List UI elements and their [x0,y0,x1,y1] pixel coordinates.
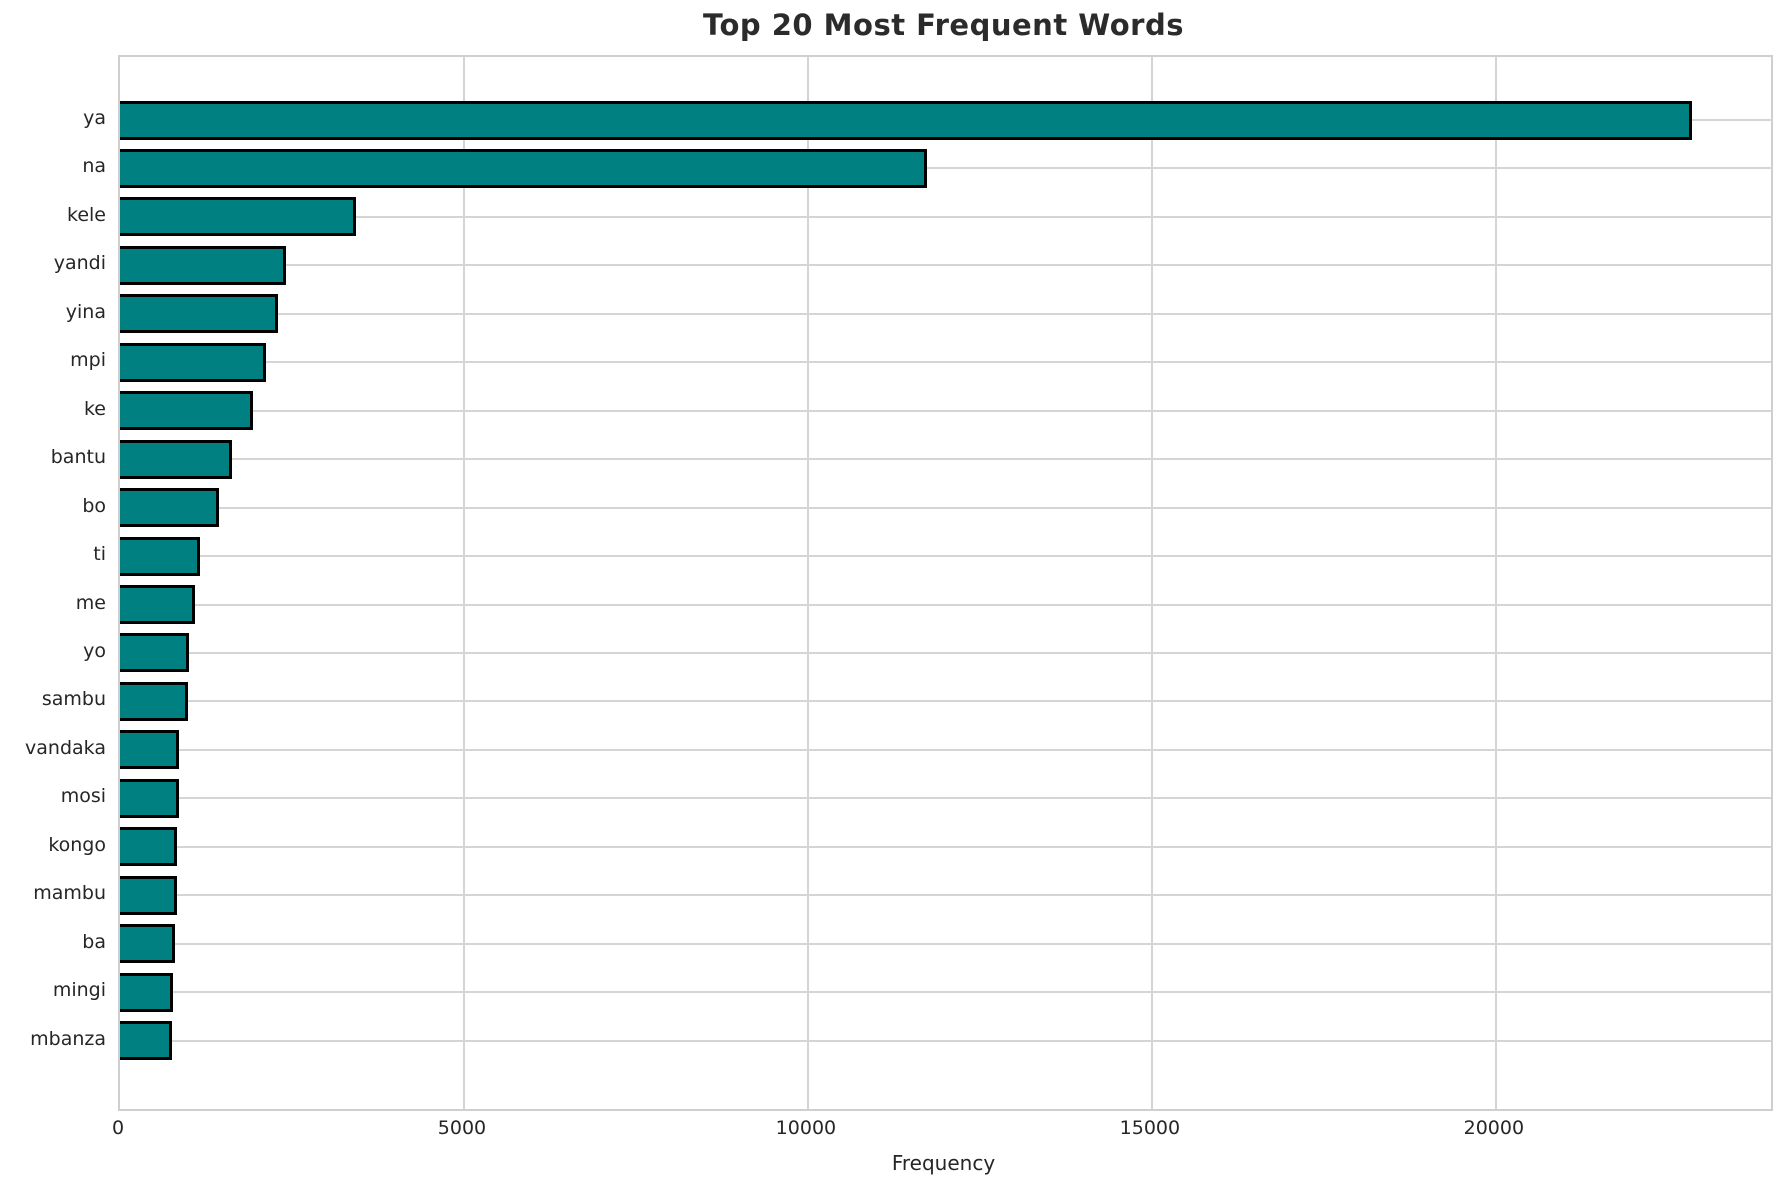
ytick-label-na: na [82,155,106,178]
gridline-y-ti [120,555,1771,558]
bar-kongo [120,827,178,867]
gridline-y-ke [120,409,1771,412]
ytick-label-sambu: sambu [41,688,106,711]
gridline-y-yina [120,312,1771,315]
ytick-label-mbanza: mbanza [30,1027,106,1050]
ytick-label-vandaka: vandaka [25,736,106,759]
ytick-label-yandi: yandi [53,252,106,275]
xtick-label-15000: 15000 [1119,1117,1181,1139]
gridline-y-ba [120,942,1771,945]
bar-mbanza [120,1021,172,1061]
bar-mpi [120,342,266,382]
bar-vandaka [120,730,180,770]
xtick-label-5000: 5000 [437,1117,487,1139]
bar-yo [120,633,190,673]
gridline-y-vandaka [120,748,1771,751]
gridline-x-10000 [806,57,809,1109]
gridline-x-20000 [1494,57,1497,1109]
gridline-y-sambu [120,700,1771,703]
ytick-label-kele: kele [67,203,106,226]
gridline-y-yandi [120,264,1771,267]
bar-ke [120,391,254,431]
bar-sambu [120,681,189,721]
xtick-label-10000: 10000 [775,1117,837,1139]
ytick-label-mosi: mosi [60,785,106,808]
bar-na [120,148,927,188]
x-axis-label: Frequency [891,1151,996,1175]
gridline-y-kele [120,215,1771,218]
gridline-y-na [120,167,1771,170]
ytick-label-yina: yina [65,300,106,323]
chart-title: Top 20 Most Frequent Words [703,8,1184,42]
bar-yina [120,294,278,334]
bar-mambu [120,875,177,915]
ytick-label-ti: ti [93,543,106,566]
bar-mosi [120,778,179,818]
ytick-label-me: me [75,591,106,614]
gridline-y-mpi [120,361,1771,364]
gridline-y-mbanza [120,1039,1771,1042]
gridline-y-yo [120,651,1771,654]
gridline-y-mambu [120,894,1771,897]
gridline-x-5000 [462,57,465,1109]
bar-kele [120,197,356,237]
gridline-y-bantu [120,458,1771,461]
bar-ya [120,100,1692,140]
gridline-x-15000 [1150,57,1153,1109]
ytick-label-bo: bo [82,494,106,517]
gridline-y-mingi [120,991,1771,994]
gridline-y-bo [120,506,1771,509]
plot-area [118,55,1773,1111]
ytick-label-kongo: kongo [48,833,106,856]
ytick-label-bantu: bantu [50,446,106,469]
ytick-label-mambu: mambu [33,882,106,905]
ytick-label-mingi: mingi [52,979,106,1002]
ytick-label-mpi: mpi [70,349,106,372]
bar-mingi [120,972,174,1012]
ytick-label-ya: ya [83,107,106,129]
bar-ba [120,924,176,964]
bar-yandi [120,245,287,285]
xtick-label-20000: 20000 [1463,1117,1525,1139]
gridline-y-me [120,603,1771,606]
ytick-label-ke: ke [83,397,106,420]
gridline-y-mosi [120,797,1771,800]
xtick-label-0: 0 [111,1117,125,1139]
bar-bantu [120,439,233,479]
gridline-y-kongo [120,845,1771,848]
bar-bo [120,488,220,528]
bar-me [120,585,195,624]
bar-ti [120,536,201,576]
ytick-label-ba: ba [82,930,106,953]
ytick-label-yo: yo [83,639,106,662]
